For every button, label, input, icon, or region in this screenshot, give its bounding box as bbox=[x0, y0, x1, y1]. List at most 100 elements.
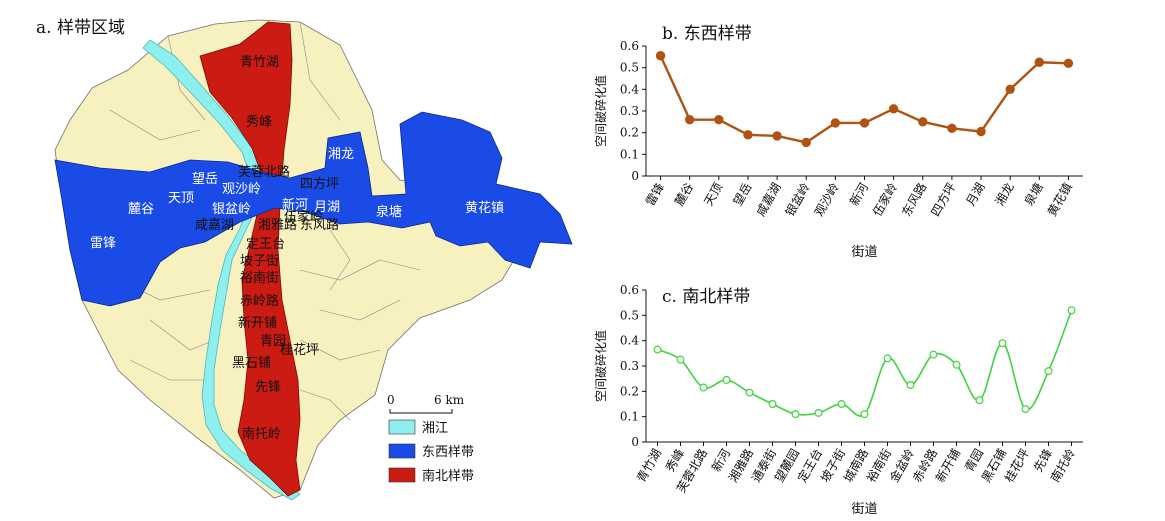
data-point bbox=[883, 354, 892, 363]
map-label-ns: 裕南街 bbox=[240, 270, 279, 286]
data-point bbox=[888, 104, 899, 114]
series-line bbox=[657, 309, 1073, 417]
x-tick-label: 月湖 bbox=[963, 180, 988, 208]
data-point bbox=[906, 381, 915, 390]
y-tick-label: 0 bbox=[631, 435, 639, 449]
x-tick-label: 泉塘 bbox=[1021, 180, 1046, 208]
map-label-ew: 四方坪 bbox=[300, 176, 339, 192]
map-label-ns: 青竹湖 bbox=[240, 55, 279, 70]
map-label-ew: 雷锋 bbox=[90, 236, 116, 251]
chart-title: b. 东西样带 bbox=[662, 24, 752, 44]
map-label-ew: 望岳 bbox=[192, 171, 218, 187]
data-point bbox=[814, 408, 823, 417]
data-point bbox=[830, 118, 841, 128]
y-axis-label: 空间破碎化值 bbox=[593, 330, 608, 402]
x-tick-label: 望岳 bbox=[730, 181, 754, 209]
data-point bbox=[714, 114, 724, 125]
x-tick-label: 黄花镇 bbox=[1044, 180, 1075, 219]
map-label-ns: 伍家岭 bbox=[284, 209, 323, 225]
y-tick-label: 0.1 bbox=[620, 147, 639, 161]
map-title: a. 样带区域 bbox=[36, 18, 125, 38]
map-label-ew: 月湖 bbox=[314, 200, 340, 215]
map-label-ns: 坡子街 bbox=[240, 254, 279, 269]
map-label-ew: 银盆岭 bbox=[212, 202, 251, 217]
data-point bbox=[743, 130, 753, 140]
data-point bbox=[722, 375, 731, 384]
data-point bbox=[837, 400, 846, 409]
map-label-ns: 桂花坪 bbox=[280, 342, 319, 358]
legend-label-ew: 东西样带 bbox=[422, 445, 474, 460]
legend-label-river: 湘江 bbox=[422, 421, 448, 436]
x-axis-label: 街道 bbox=[851, 245, 877, 260]
data-point bbox=[699, 383, 708, 392]
x-tick-label: 观沙岭 bbox=[812, 181, 842, 219]
x-tick-label: 银盆岭 bbox=[783, 181, 813, 219]
y-tick-label: 0.3 bbox=[620, 359, 639, 373]
map-legend: 湘江 东西样带 南北样带 bbox=[388, 419, 474, 484]
x-tick-label: 雷锋 bbox=[643, 181, 667, 209]
legend-swatch-ew bbox=[388, 443, 416, 459]
map-label-ew: 湘龙 bbox=[328, 147, 354, 162]
map-label-ns: 青园 bbox=[260, 334, 286, 349]
map-label-ns: 南托岭 bbox=[242, 426, 281, 442]
map-label-ew: 观沙岭 bbox=[222, 182, 261, 197]
y-tick-label: 0.4 bbox=[620, 82, 639, 96]
x-tick-label: 新河 bbox=[846, 180, 871, 208]
x-axis-label: 街道 bbox=[851, 502, 877, 517]
map-panel: a. 样带区域 雷锋 麓谷 天顶 望岳 观沙 bbox=[36, 18, 573, 501]
map-label-ns: 黑石铺 bbox=[232, 356, 271, 371]
data-point bbox=[791, 410, 800, 419]
data-point bbox=[1044, 367, 1053, 376]
map-label-ns: 定王台 bbox=[246, 237, 285, 252]
map-base-area bbox=[54, 19, 521, 499]
y-tick-label: 0.3 bbox=[620, 104, 639, 118]
data-point bbox=[1067, 306, 1076, 315]
data-point bbox=[976, 126, 986, 137]
data-point bbox=[918, 117, 928, 127]
map-label-ew: 麓谷 bbox=[128, 202, 154, 217]
map-label-ew: 咸嘉湖 bbox=[195, 218, 234, 233]
data-point bbox=[655, 51, 666, 61]
map-label-ns: 秀峰 bbox=[246, 115, 272, 130]
x-tick-label: 四方坪 bbox=[927, 180, 958, 219]
data-point bbox=[998, 339, 1007, 348]
scale-bar: 0 6 km bbox=[387, 393, 465, 414]
data-point bbox=[859, 118, 870, 128]
map-label-ns: 先锋 bbox=[255, 380, 281, 395]
y-tick-label: 0.4 bbox=[620, 334, 639, 348]
data-point bbox=[1021, 405, 1030, 414]
map-label-ns: 东风路 bbox=[300, 217, 339, 233]
y-axis-label: 空间破碎化值 bbox=[593, 75, 608, 147]
map-label-ew: 天顶 bbox=[168, 191, 194, 206]
chart-title: c. 南北样带 bbox=[662, 287, 750, 307]
x-tick-label: 麓谷 bbox=[672, 181, 696, 209]
y-tick-label: 0.2 bbox=[620, 126, 639, 140]
data-point bbox=[952, 360, 961, 369]
y-tick-label: 0.2 bbox=[620, 384, 639, 398]
data-point bbox=[1034, 57, 1045, 67]
map-label-ns: 湘雅路 bbox=[258, 217, 297, 233]
legend-label-ns: 南北样带 bbox=[422, 468, 474, 484]
y-tick-label: 0.6 bbox=[620, 283, 639, 297]
map-label-ns: 新开铺 bbox=[238, 315, 277, 331]
data-point bbox=[653, 345, 662, 354]
y-tick-label: 0.1 bbox=[620, 410, 639, 424]
legend-swatch-river bbox=[388, 419, 416, 435]
data-point bbox=[929, 350, 938, 359]
x-tick-label: 湘龙 bbox=[992, 180, 1017, 208]
series-line bbox=[659, 55, 1069, 144]
data-point bbox=[801, 137, 811, 148]
data-point bbox=[975, 396, 984, 405]
chart-c-ns-transect: c. 南北样带00.10.20.30.40.50.6空间破碎化值青竹湖秀峰芙蓉北… bbox=[593, 283, 1083, 517]
scale-distance-label: 6 km bbox=[434, 393, 465, 407]
scale-zero-label: 0 bbox=[387, 393, 395, 407]
data-point bbox=[745, 388, 754, 397]
y-tick-label: 0.5 bbox=[620, 308, 639, 322]
data-point bbox=[1063, 58, 1074, 69]
x-tick-label: 青竹湖 bbox=[633, 446, 664, 485]
data-point bbox=[1005, 84, 1015, 95]
data-point bbox=[772, 131, 782, 141]
y-tick-label: 0.5 bbox=[620, 61, 639, 75]
